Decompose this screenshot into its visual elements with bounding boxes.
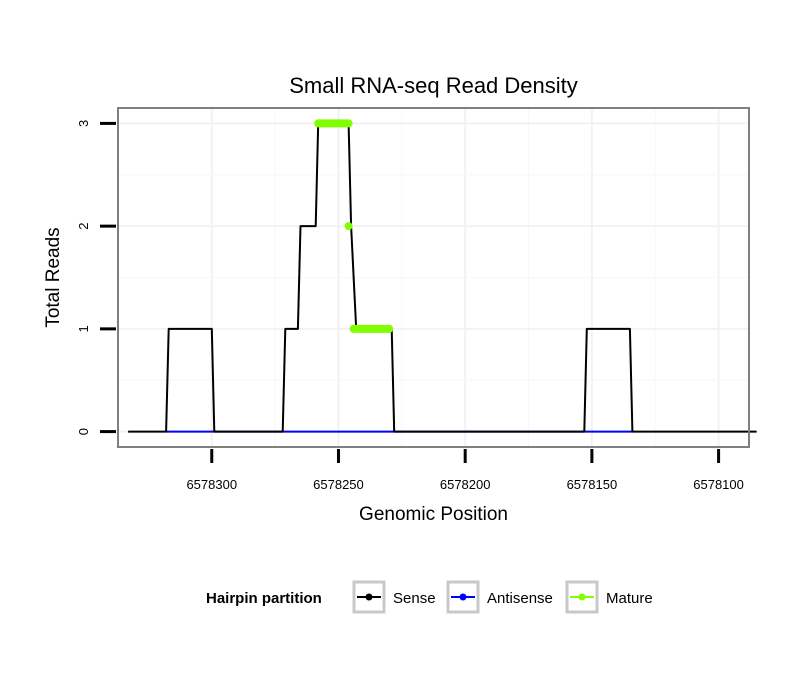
y-tick-label: 2	[76, 223, 91, 230]
panel-border	[117, 107, 750, 448]
legend: Hairpin partition Sense Antisense Mature	[206, 580, 653, 614]
y-tick-label: 0	[76, 428, 91, 435]
x-tick-label: 6578250	[313, 477, 364, 492]
legend-label-sense: Sense	[393, 590, 436, 607]
x-tick-label: 6578200	[440, 477, 491, 492]
series-layer	[128, 119, 757, 433]
y-tick-label: 1	[76, 325, 91, 332]
legend-label-mature: Mature	[606, 590, 653, 607]
axes: 6578300 6578250 6578200 6578150 6578100 0 1 2 3	[76, 120, 744, 492]
legend-label-antisense: Antisense	[487, 590, 553, 607]
mature-series-point	[344, 222, 353, 231]
y-tick-label: 3	[76, 120, 91, 127]
chart-title: Small RNA-seq Read Density	[289, 73, 578, 98]
legend-point-antisense	[459, 593, 467, 601]
legend-point-mature	[578, 593, 586, 601]
x-tick-label: 6578100	[693, 477, 744, 492]
y-axis-title: Total Reads	[43, 227, 64, 327]
x-tick-label: 6578300	[186, 477, 237, 492]
legend-point-sense	[365, 593, 373, 601]
x-axis-title: Genomic Position	[359, 504, 508, 525]
x-tick-label: 6578150	[567, 477, 618, 492]
legend-title: Hairpin partition	[206, 590, 322, 607]
